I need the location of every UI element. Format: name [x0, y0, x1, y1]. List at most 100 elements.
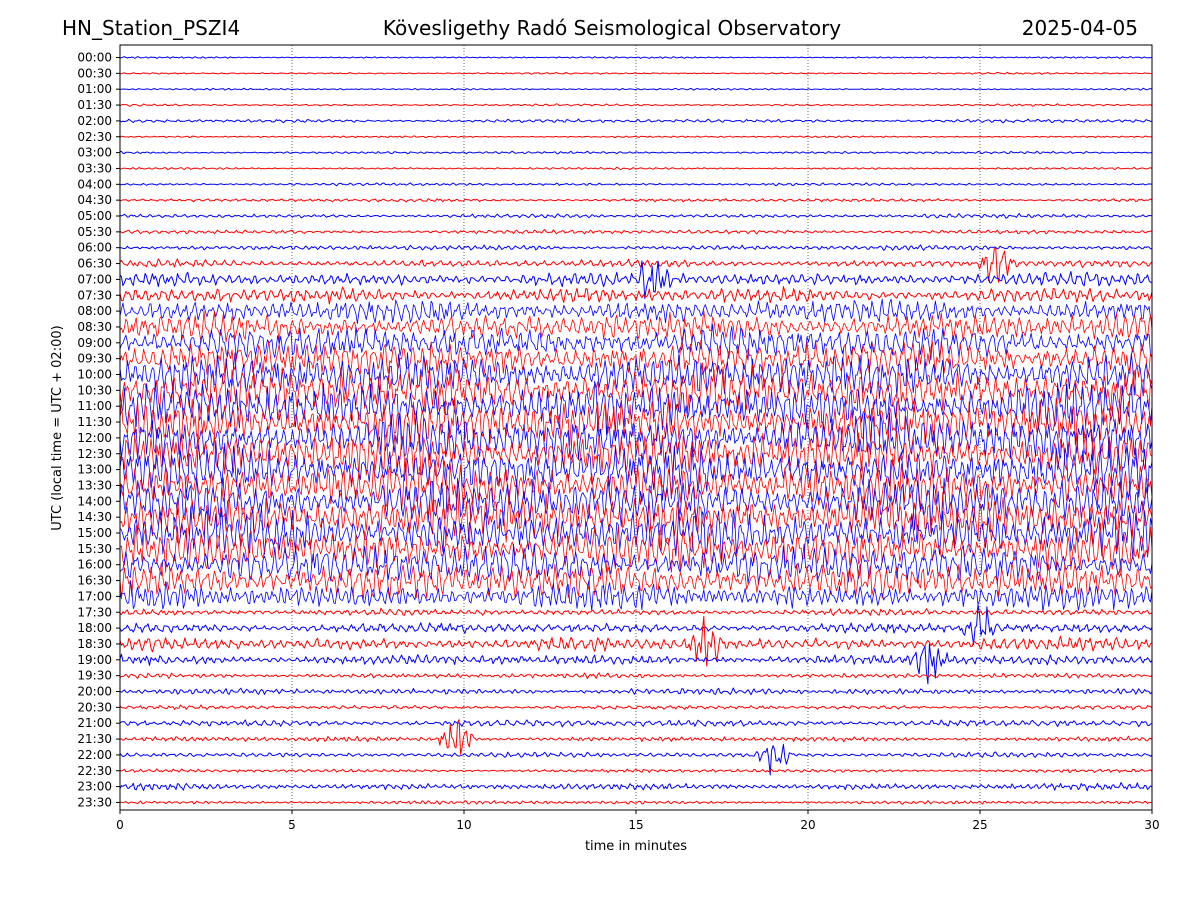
- y-tick-label: 18:00: [77, 621, 112, 635]
- trace-line: [119, 247, 1153, 283]
- trace-line: [119, 150, 1153, 155]
- trace-line: [119, 182, 1153, 187]
- y-tick-label: 10:30: [77, 383, 112, 397]
- trace-line: [119, 310, 1153, 344]
- y-tick-label: 12:00: [77, 431, 112, 445]
- trace-line: [119, 166, 1153, 171]
- trace-line: [119, 103, 1153, 107]
- trace-line: [119, 768, 1153, 773]
- y-tick-label: 20:00: [77, 685, 112, 699]
- trace-line: [119, 244, 1153, 251]
- x-axis-label: time in minutes: [585, 839, 687, 854]
- y-tick-label: 17:00: [77, 589, 112, 603]
- y-tick-label: 00:00: [77, 51, 112, 65]
- trace-line: [119, 704, 1153, 711]
- y-tick-label: 20:30: [77, 700, 112, 714]
- x-tick-label: 15: [628, 818, 643, 832]
- y-tick-label: 01:30: [77, 98, 112, 112]
- y-tick-label: 21:30: [77, 732, 112, 746]
- date-title: 2025-04-05: [1022, 16, 1138, 40]
- trace-line: [119, 562, 1153, 600]
- trace-line: [119, 643, 1153, 685]
- y-tick-label: 22:30: [77, 764, 112, 778]
- y-tick-label: 16:30: [77, 574, 112, 588]
- y-tick-label: 13:30: [77, 478, 112, 492]
- trace-line: [119, 339, 1153, 381]
- y-tick-label: 00:30: [77, 66, 112, 80]
- y-tick-label: 09:30: [77, 352, 112, 366]
- trace-line: [119, 87, 1153, 91]
- x-tick-label: 20: [800, 818, 815, 832]
- trace-line: [119, 687, 1153, 696]
- trace-line: [119, 197, 1153, 203]
- trace-line: [120, 71, 1153, 75]
- y-tick-label: 21:00: [77, 716, 112, 730]
- trace-line: [119, 286, 1153, 305]
- trace-line: [119, 380, 1153, 436]
- seismic-traces: [119, 56, 1153, 805]
- x-tick-label: 0: [116, 818, 124, 832]
- y-tick-label: 07:00: [77, 272, 112, 286]
- y-tick-label: 04:00: [77, 177, 112, 191]
- y-tick-label: 01:00: [77, 82, 112, 96]
- x-tick-label: 30: [1144, 818, 1159, 832]
- y-tick-label: 23:00: [77, 780, 112, 794]
- y-tick-label: 08:30: [77, 320, 112, 334]
- y-tick-label: 14:00: [77, 494, 112, 508]
- y-tick-label: 14:30: [77, 510, 112, 524]
- trace-line: [119, 615, 1153, 667]
- y-tick-label: 03:30: [77, 161, 112, 175]
- y-tick-label: 16:00: [77, 558, 112, 572]
- trace-line: [119, 213, 1152, 219]
- trace-line: [119, 395, 1153, 447]
- station-title: HN_Station_PSZI4: [62, 16, 240, 40]
- y-tick-label: 08:00: [77, 304, 112, 318]
- y-tick-label: 13:00: [77, 463, 112, 477]
- x-tick-label: 25: [972, 818, 987, 832]
- x-tick-label: 10: [456, 818, 471, 832]
- trace-line: [119, 506, 1153, 563]
- trace-line: [119, 719, 1153, 755]
- trace-line: [119, 522, 1153, 576]
- trace-line: [119, 411, 1153, 463]
- y-tick-label: 19:00: [77, 653, 112, 667]
- y-tick-label: 12:30: [77, 447, 112, 461]
- y-tick-label: 06:00: [77, 241, 112, 255]
- trace-line: [119, 298, 1153, 325]
- trace-line: [119, 603, 1153, 646]
- y-tick-label: 15:30: [77, 542, 112, 556]
- y-tick-label: 11:00: [77, 399, 112, 413]
- trace-line: [119, 672, 1153, 680]
- trace-line: [119, 743, 1153, 776]
- y-tick-label: 05:00: [77, 209, 112, 223]
- y-tick-label: 11:30: [77, 415, 112, 429]
- y-tick-label: 02:30: [77, 130, 112, 144]
- trace-line: [119, 800, 1153, 805]
- y-tick-label: 07:30: [77, 288, 112, 302]
- trace-line: [119, 580, 1153, 613]
- y-tick-label: 09:00: [77, 336, 112, 350]
- x-tick-label: 5: [288, 818, 296, 832]
- trace-line: [119, 260, 1153, 299]
- trace-line: [119, 352, 1153, 400]
- trace-line: [119, 782, 1153, 792]
- trace-line: [119, 543, 1153, 585]
- trace-line: [119, 458, 1153, 513]
- x-axis-ticks: 0 5 10 15 20 25 30: [116, 810, 1160, 832]
- y-tick-label: 06:30: [77, 257, 112, 271]
- trace-line: [119, 426, 1153, 480]
- y-tick-label: 04:30: [77, 193, 112, 207]
- trace-line: [119, 719, 1153, 728]
- trace-line: [119, 607, 1153, 617]
- trace-line: [119, 229, 1153, 235]
- y-tick-label: 15:00: [77, 526, 112, 540]
- y-tick-label: 10:00: [77, 368, 112, 382]
- trace-line: [120, 56, 1153, 59]
- y-tick-label: 02:00: [77, 114, 112, 128]
- observatory-title: Kövesligethy Radó Seismological Observat…: [383, 16, 841, 40]
- y-tick-label: 19:30: [77, 669, 112, 683]
- y-tick-label: 05:30: [77, 225, 112, 239]
- trace-line: [119, 118, 1153, 124]
